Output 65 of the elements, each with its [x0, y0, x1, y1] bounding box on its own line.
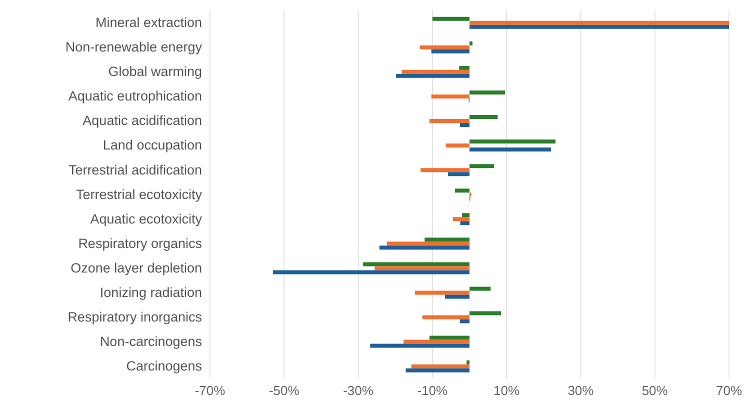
y-tick-label: Land occupation [102, 138, 202, 153]
bar [363, 262, 470, 266]
bar [411, 364, 470, 368]
bar [431, 94, 470, 98]
bar [452, 217, 470, 222]
bar [420, 45, 470, 50]
y-tick-label: Aquatic ecotoxicity [90, 211, 202, 226]
y-tick-label: Respiratory inorganics [68, 309, 202, 324]
x-tick-label: 70% [716, 383, 742, 398]
bar [396, 74, 470, 78]
bar [429, 336, 470, 340]
bar [459, 66, 470, 70]
y-tick-label: Global warming [108, 64, 202, 80]
x-tick-label: 30% [568, 383, 594, 398]
bar [460, 319, 470, 324]
bar [448, 172, 470, 176]
bar [273, 270, 470, 274]
bar [415, 290, 470, 295]
bar [404, 340, 470, 344]
bar [470, 140, 556, 144]
bar [402, 70, 470, 74]
bar [470, 286, 491, 291]
x-tick-label: -10% [417, 383, 448, 398]
bar [470, 20, 729, 25]
bar [445, 294, 470, 299]
bar [470, 115, 498, 120]
bar [462, 213, 470, 218]
y-tick-label: Respiratory organics [78, 236, 202, 251]
bar [460, 123, 470, 128]
bar [470, 90, 506, 94]
x-tick-label: 10% [494, 383, 520, 398]
bar [466, 360, 470, 364]
bar [470, 148, 552, 152]
bar [460, 221, 470, 226]
y-tick-label: Aquatic acidification [82, 113, 202, 128]
bar [370, 344, 470, 348]
y-tick-label: Carcinogens [126, 358, 202, 374]
y-tick-label: Ozone layer depletion [70, 260, 202, 276]
x-tick-label: -70% [194, 383, 226, 398]
bar [432, 16, 470, 21]
bar [470, 24, 729, 29]
y-tick-label: Mineral extraction [95, 15, 202, 30]
y-tick-label: Non-carcinogens [100, 334, 202, 349]
bar [470, 311, 502, 316]
y-tick-label: Terrestrial acidification [68, 162, 202, 178]
bar [379, 246, 470, 250]
bar [420, 168, 470, 172]
bar [470, 164, 494, 168]
x-tick-label: 50% [642, 383, 668, 398]
bar [455, 188, 470, 193]
y-tick-label: Ionizing radiation [100, 284, 202, 300]
bar [446, 144, 470, 148]
bar [422, 315, 470, 320]
bar [374, 266, 470, 270]
bar [470, 41, 472, 46]
y-tick-label: Terrestrial ecotoxicity [76, 186, 202, 202]
y-tick-label: Aquatic eutrophication [68, 88, 202, 104]
bar [386, 242, 470, 246]
bar [431, 49, 470, 54]
bar [429, 119, 470, 124]
bar [406, 368, 470, 372]
bar [424, 238, 470, 242]
y-tick-label: Non-renewable energy [65, 40, 202, 55]
x-tick-label: -50% [268, 383, 300, 398]
x-tick-label: -30% [343, 383, 374, 398]
